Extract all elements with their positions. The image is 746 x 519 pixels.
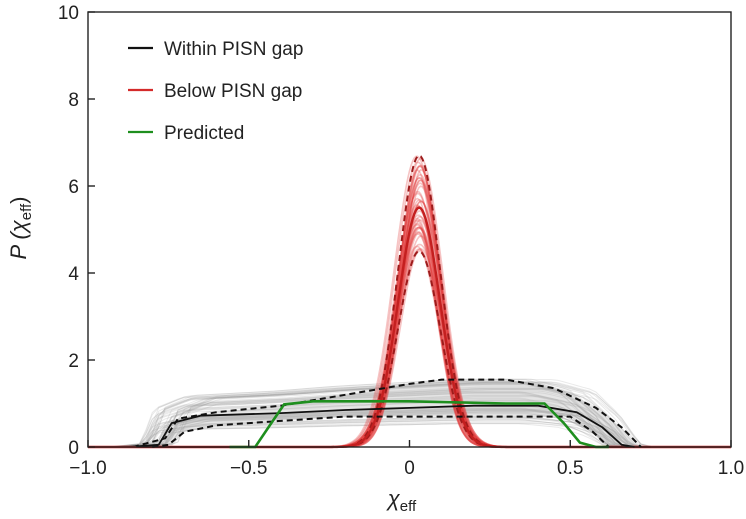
within-gap-sample-curve (88, 389, 731, 448)
within-gap-sample-curve (88, 381, 731, 448)
within-gap-sample-curve (88, 382, 731, 448)
within-gap-sample-curve (88, 381, 731, 448)
credible-bands (88, 155, 731, 448)
x-axis-label-subscript: eff (400, 498, 417, 515)
legend-entry-label: Below PISN gap (164, 81, 302, 102)
x-tick-label: 1.0 (718, 458, 744, 479)
within-gap-lower-bound-line (152, 415, 610, 448)
axes: −1.0 −0.5 0 0.5 1.0 0 2 4 6 8 10 (58, 3, 744, 479)
within-gap-sample-curve (88, 389, 731, 448)
within-gap-upper-bound-line (132, 378, 642, 448)
below-gap-lower-bound-line (88, 250, 731, 448)
y-tick-label: 0 (68, 438, 79, 459)
x-tick-label: −1.0 (69, 458, 107, 479)
within-gap-sample-curve (88, 390, 731, 448)
x-axis-label: χeff (386, 486, 417, 515)
y-tick-label: 8 (68, 90, 79, 111)
within-gap-sample-curve (88, 408, 731, 448)
y-tick-label: 10 (58, 3, 79, 24)
within-gap-median-line (126, 404, 635, 448)
within-gap-sample-curve (88, 388, 731, 448)
y-axis-label-subscript: eff (18, 203, 35, 220)
within-gap-sample-curve (88, 411, 731, 448)
within-gap-sample-curve (88, 419, 731, 448)
within-gap-sample-curve (88, 388, 731, 448)
y-tick-label: 4 (68, 264, 79, 285)
legend-entry-label: Within PISN gap (164, 39, 303, 60)
y-tick-label: 6 (68, 177, 79, 198)
legend: Within PISN gap Below PISN gap Predicted (128, 39, 303, 144)
x-tick-label: 0 (404, 458, 415, 479)
within-gap-sample-curve (88, 381, 731, 448)
within-gap-sample-curve (88, 392, 731, 448)
within-gap-sample-curve (88, 415, 731, 448)
x-tick-label: 0.5 (557, 458, 583, 479)
within-gap-sample-curve (88, 410, 731, 448)
y-axis-label: P (χeff) (6, 196, 35, 259)
within-gap-sample-curve (88, 382, 731, 448)
within-gap-sample-curve (88, 406, 731, 448)
y-tick-label: 2 (68, 351, 79, 372)
legend-entry-label: Predicted (164, 123, 244, 144)
within-gap-sample-curve (88, 383, 731, 448)
within-gap-sample-curve (88, 409, 731, 448)
within-gap-sample-curve (88, 411, 731, 448)
within-gap-credible-band (120, 379, 648, 447)
predicted-line (229, 400, 609, 449)
within-gap-sample-curve (88, 386, 731, 448)
within-gap-sample-curve (88, 387, 731, 448)
axis-labels: χeff P (χeff) (6, 196, 417, 515)
x-tick-label: −0.5 (230, 458, 268, 479)
within-gap-sample-curve (88, 409, 731, 448)
